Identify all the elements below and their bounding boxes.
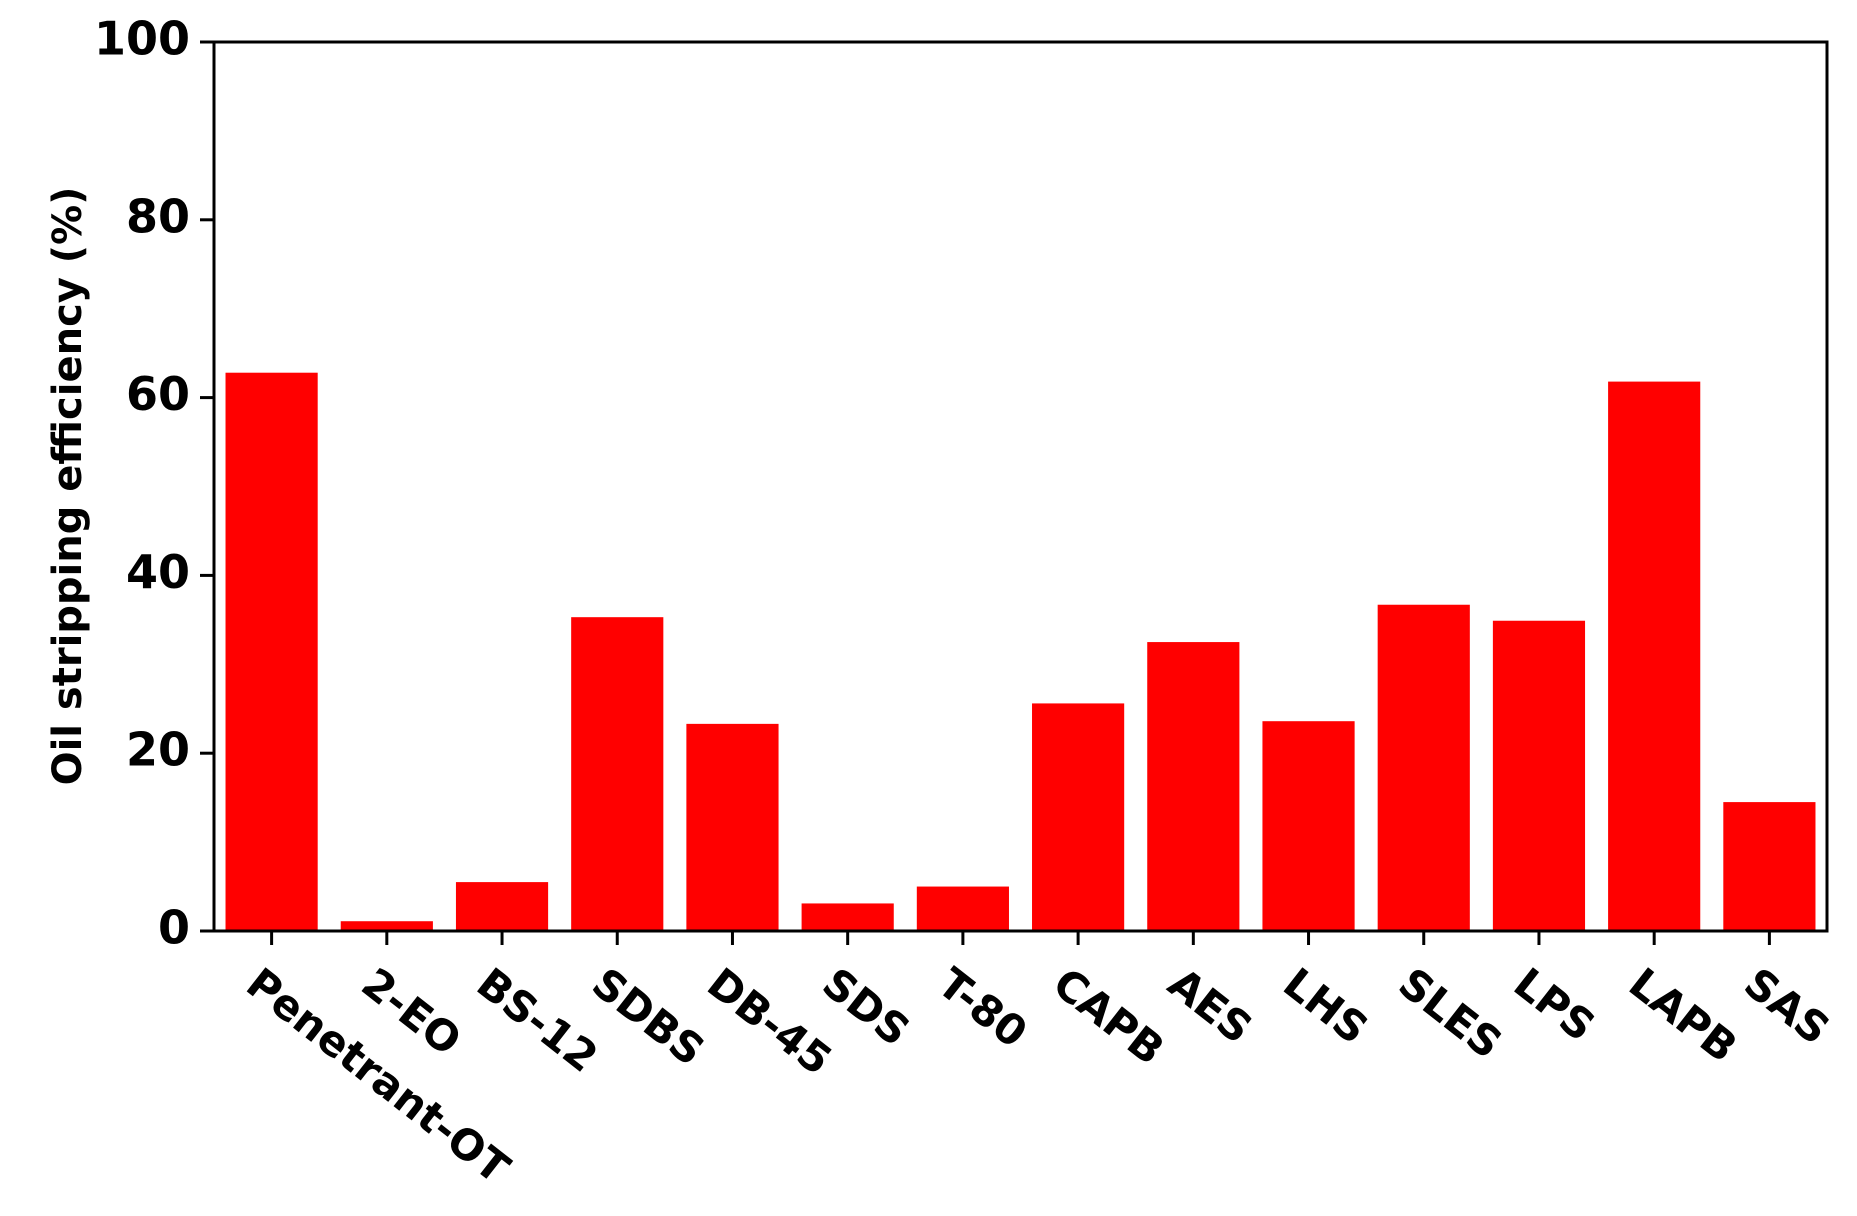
x-tick-label: CAPB (1044, 958, 1174, 1074)
x-tick-label: DB-45 (698, 958, 841, 1085)
bar (225, 372, 318, 931)
plot-frame (212, 40, 1829, 933)
bar (1377, 604, 1470, 931)
bar (1608, 381, 1701, 931)
x-tick-label: T-80 (929, 958, 1037, 1057)
y-tick-label: 100 (94, 12, 190, 66)
bar (1723, 802, 1816, 931)
x-tick-label: LPS (1505, 958, 1604, 1051)
bar (1032, 703, 1125, 931)
y-tick-label: 80 (126, 189, 190, 243)
x-tick-label: SAS (1735, 958, 1838, 1054)
y-tick-label: 60 (126, 367, 190, 421)
y-tick-label: 40 (126, 545, 190, 599)
y-axis-title: Oil stripping efficiency (%) (45, 187, 91, 786)
bar (1492, 620, 1586, 931)
y-tick-label: 20 (126, 723, 190, 777)
bar (340, 921, 433, 931)
x-tick-label: BS-12 (468, 958, 607, 1082)
x-tick-label: AES (1159, 958, 1261, 1053)
bar (1147, 642, 1240, 931)
x-tick-label: LAPB (1620, 958, 1746, 1072)
x-tick-label: SLES (1390, 958, 1512, 1068)
x-tick-label: SDBS (583, 958, 714, 1075)
x-tick-label: LHS (1274, 958, 1377, 1053)
bar (571, 617, 664, 931)
bar (686, 723, 779, 931)
y-tick-label: 0 (158, 901, 190, 955)
bar (916, 886, 1009, 931)
bar (455, 882, 549, 931)
bar (801, 903, 894, 931)
bar (1262, 721, 1355, 931)
